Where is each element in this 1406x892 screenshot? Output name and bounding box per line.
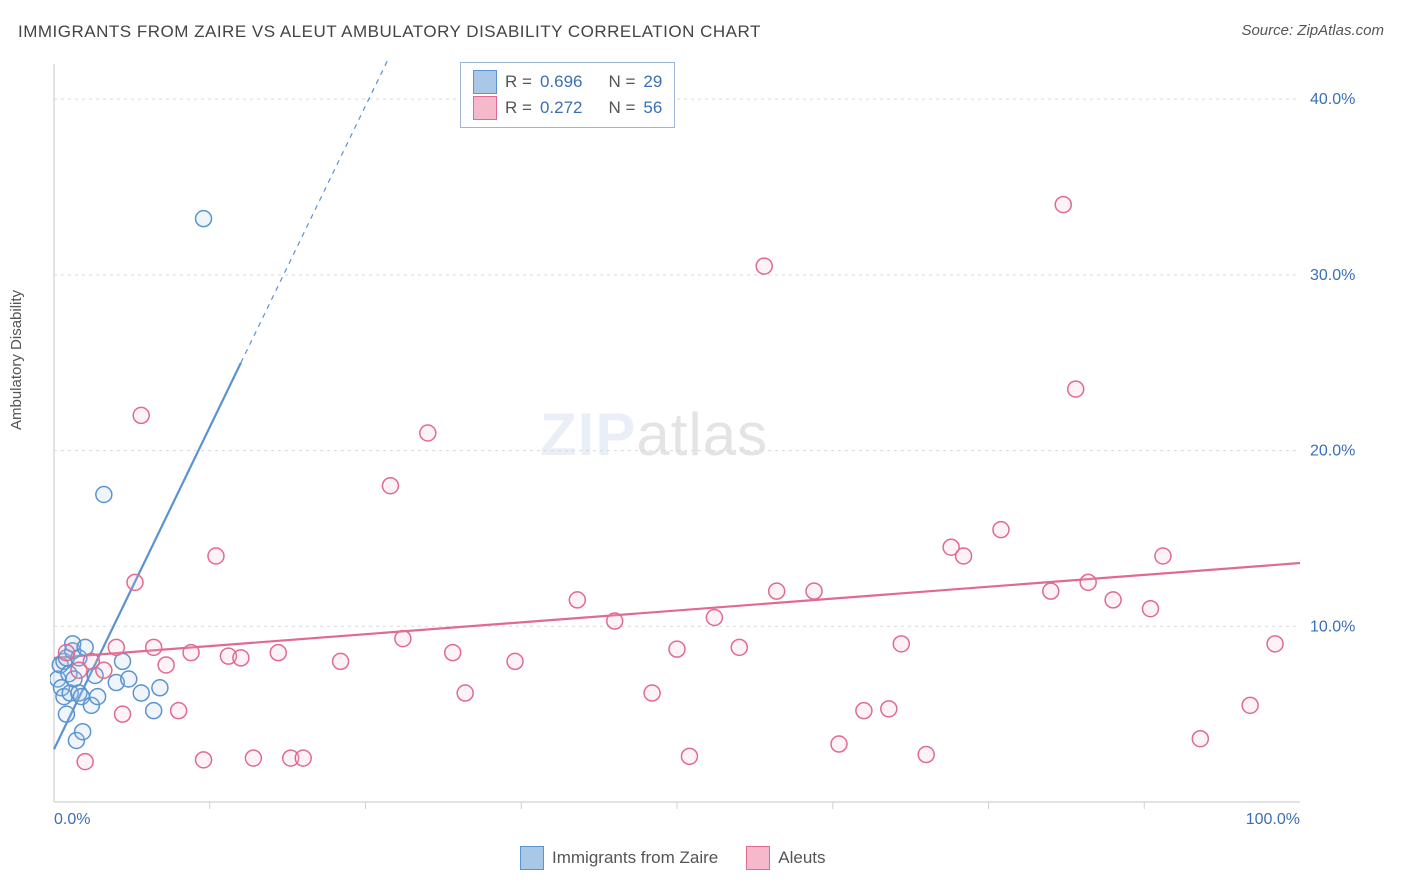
legend-swatch <box>520 846 544 870</box>
series-legend: Immigrants from Zaire Aleuts <box>520 846 826 870</box>
svg-text:20.0%: 20.0% <box>1310 443 1355 460</box>
n-label: N = <box>608 95 635 121</box>
svg-text:40.0%: 40.0% <box>1310 91 1355 108</box>
chart-title: IMMIGRANTS FROM ZAIRE VS ALEUT AMBULATOR… <box>18 22 761 42</box>
legend-swatch <box>473 96 497 120</box>
n-value: 56 <box>643 95 662 121</box>
stats-legend-row: R = 0.272 N = 56 <box>473 95 662 121</box>
svg-text:100.0%: 100.0% <box>1246 811 1300 828</box>
series-legend-label: Immigrants from Zaire <box>552 848 718 868</box>
source-attribution: Source: ZipAtlas.com <box>1241 22 1384 39</box>
r-label: R = <box>505 69 532 95</box>
legend-swatch <box>473 70 497 94</box>
svg-text:10.0%: 10.0% <box>1310 618 1355 635</box>
series-legend-item: Immigrants from Zaire <box>520 846 718 870</box>
r-label: R = <box>505 95 532 121</box>
r-value: 0.272 <box>540 95 583 121</box>
scatter-plot: 10.0% 20.0% 30.0% 40.0% 0.0% 100.0% <box>50 58 1360 828</box>
svg-text:30.0%: 30.0% <box>1310 267 1355 284</box>
series-legend-label: Aleuts <box>778 848 825 868</box>
y-axis-label: Ambulatory Disability <box>8 290 25 430</box>
legend-swatch <box>746 846 770 870</box>
stats-legend: R = 0.696 N = 29 R = 0.272 N = 56 <box>460 62 675 128</box>
series-legend-item: Aleuts <box>746 846 825 870</box>
stats-legend-row: R = 0.696 N = 29 <box>473 69 662 95</box>
n-value: 29 <box>643 69 662 95</box>
r-value: 0.696 <box>540 69 583 95</box>
n-label: N = <box>608 69 635 95</box>
svg-text:0.0%: 0.0% <box>54 811 90 828</box>
